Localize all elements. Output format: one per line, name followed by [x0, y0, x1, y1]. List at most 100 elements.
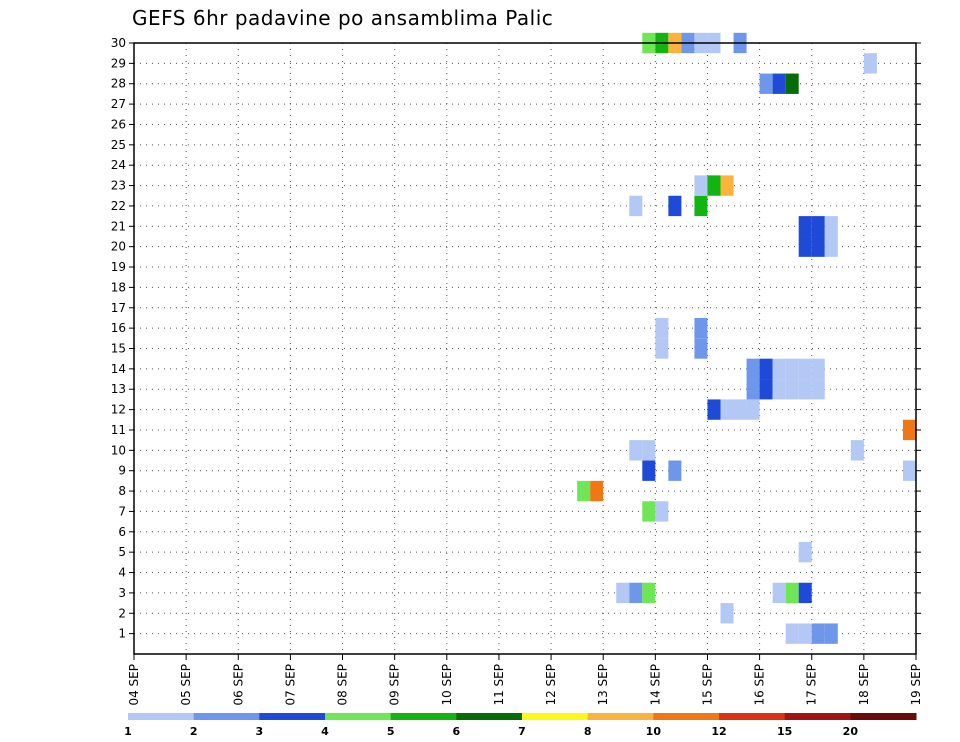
y-tick-label: 29: [111, 56, 126, 70]
colorbar-swatch: [587, 713, 654, 720]
y-tick-label: 26: [111, 117, 126, 131]
precip-cell: [577, 480, 591, 502]
y-tick-label: 11: [111, 423, 126, 437]
precip-cell: [785, 623, 799, 644]
x-tick-label: 10 SEP: [440, 664, 454, 706]
precip-cell: [655, 501, 669, 522]
y-tick-label: 24: [111, 158, 126, 172]
x-tick-label: 09 SEP: [388, 664, 402, 706]
precip-cell: [642, 460, 656, 481]
precip-cell: [785, 358, 799, 380]
precip-cell: [772, 379, 786, 400]
colorbar-label: 4: [321, 725, 329, 738]
precip-cell: [629, 440, 643, 461]
y-tick-label: 1: [118, 627, 126, 641]
y-tick-label: 28: [111, 77, 126, 91]
colorbar: 1 2 3 4 5 6 7 8 10 12 15 20: [124, 713, 917, 738]
y-tick-label: 15: [111, 342, 126, 356]
precip-cell: [811, 623, 825, 644]
x-tick-label: 12 SEP: [544, 664, 558, 706]
precip-cell: [642, 501, 656, 522]
precip-cell: [798, 236, 812, 257]
y-tick-label: 21: [111, 219, 126, 233]
precip-cell: [772, 73, 786, 94]
precip-cell: [798, 623, 812, 644]
precip-cell: [785, 582, 799, 604]
colorbar-label: 10: [646, 725, 662, 738]
precip-cell: [798, 541, 812, 563]
y-tick-label: 14: [111, 362, 126, 376]
precip-cell: [746, 399, 760, 420]
y-tick-label: 3: [118, 586, 126, 600]
x-tick-label: 11 SEP: [492, 664, 506, 706]
colorbar-label: 20: [843, 725, 859, 738]
precip-cell: [798, 379, 812, 400]
precip-cell: [720, 603, 734, 624]
precip-cell: [772, 358, 786, 380]
y-axis: 1234567891011121314151617181920212223242…: [111, 36, 921, 641]
x-tick-label: 07 SEP: [283, 664, 297, 706]
precip-cell: [733, 399, 747, 420]
precip-cell: [616, 582, 630, 604]
x-tick-label: 17 SEP: [805, 664, 819, 706]
colorbar-swatch: [193, 713, 260, 720]
precip-cell: [863, 53, 877, 74]
colorbar-swatch: [390, 713, 457, 720]
precip-cell: [746, 358, 760, 380]
colorbar-label: 2: [190, 725, 198, 738]
x-tick-label: 16 SEP: [753, 664, 767, 706]
x-tick-label: 14 SEP: [648, 664, 662, 706]
precip-cell: [824, 623, 838, 644]
colorbar-swatch: [784, 713, 851, 720]
y-tick-label: 4: [118, 566, 126, 580]
precip-cell: [642, 582, 656, 604]
y-tick-label: 16: [111, 321, 126, 335]
precip-cell: [798, 582, 812, 604]
colorbar-label: 15: [777, 725, 792, 738]
y-tick-label: 6: [118, 525, 126, 539]
precip-cell: [785, 73, 799, 94]
y-tick-label: 19: [111, 260, 126, 274]
precip-cell: [629, 582, 643, 604]
precip-cell: [694, 338, 708, 359]
colorbar-label: 12: [711, 725, 726, 738]
x-tick-label: 19 SEP: [909, 664, 923, 706]
precip-cell: [824, 236, 838, 257]
precip-cell: [655, 338, 669, 359]
chart-title: GEFS 6hr padavine po ansamblima Palic: [132, 6, 554, 30]
x-tick-label: 05 SEP: [179, 664, 193, 706]
precip-cell: [694, 175, 708, 196]
precip-cell: [720, 399, 734, 420]
precip-cell: [902, 460, 916, 481]
y-tick-label: 23: [111, 179, 126, 193]
y-tick-label: 8: [118, 484, 126, 498]
precip-cell: [720, 175, 734, 196]
precip-cell: [811, 216, 825, 237]
precip-cell: [902, 419, 916, 441]
precip-cell: [798, 216, 812, 237]
colorbar-swatch: [850, 713, 917, 720]
precip-cell: [629, 195, 643, 217]
precip-cell: [707, 175, 721, 196]
precip-cell: [759, 358, 773, 380]
y-tick-label: 27: [111, 97, 126, 111]
precip-cell: [759, 73, 773, 94]
colorbar-swatch: [259, 713, 326, 720]
precip-cell: [759, 379, 773, 400]
x-tick-label: 13 SEP: [596, 664, 610, 706]
y-tick-label: 10: [111, 443, 126, 457]
precip-cell: [798, 358, 812, 380]
y-tick-label: 17: [111, 301, 126, 315]
precip-cell: [772, 582, 786, 604]
precip-cell: [811, 236, 825, 257]
colorbar-swatch: [325, 713, 392, 720]
colorbar-swatch: [719, 713, 786, 720]
precip-cell: [707, 399, 721, 420]
x-tick-label: 08 SEP: [336, 664, 350, 706]
precip-cell: [668, 195, 682, 217]
colorbar-swatch: [653, 713, 720, 720]
colorbar-label: 1: [124, 725, 132, 738]
y-tick-label: 25: [111, 138, 126, 152]
precip-cell: [811, 358, 825, 380]
